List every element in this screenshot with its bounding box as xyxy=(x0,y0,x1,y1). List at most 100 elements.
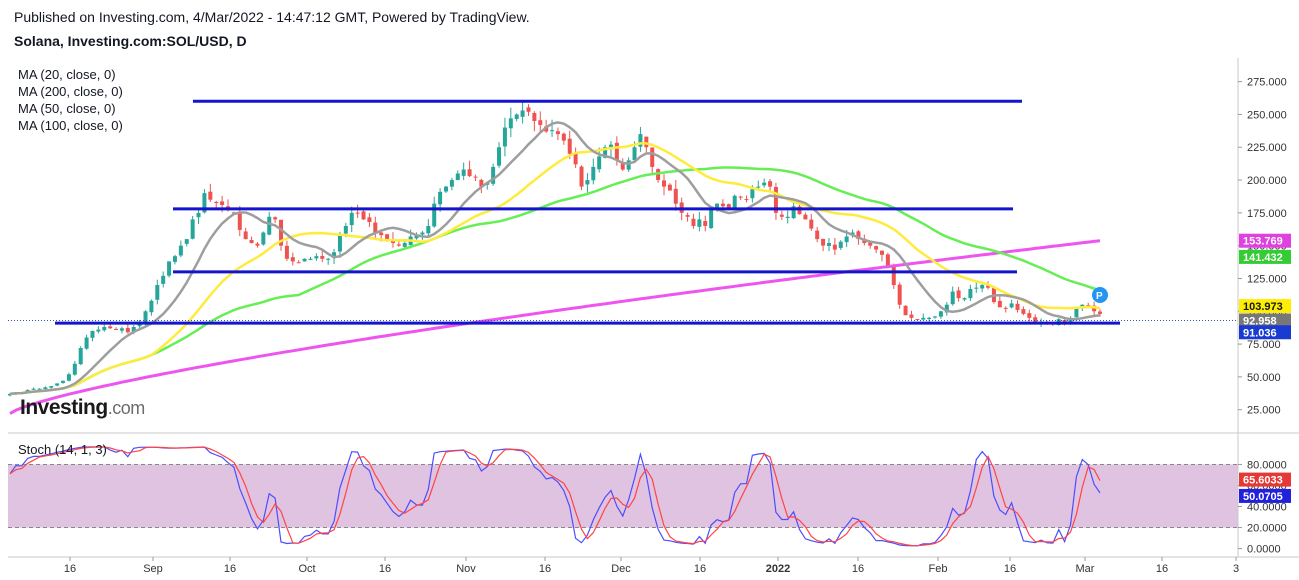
candle-up xyxy=(332,252,337,259)
candle-down xyxy=(1033,317,1038,322)
price-label-bg xyxy=(1239,313,1291,328)
candle-down xyxy=(1003,307,1008,309)
candle-down xyxy=(614,142,619,161)
candle-down xyxy=(832,244,837,250)
time-tick-label: 16 xyxy=(64,563,76,575)
candle-up xyxy=(638,134,643,147)
candle-up xyxy=(337,235,342,252)
candle-down xyxy=(885,254,890,267)
candle-down xyxy=(114,328,119,330)
candle-down xyxy=(656,169,661,181)
ma-legend-item[interactable]: MA (20, close, 0) xyxy=(18,67,116,82)
ma-legend-item[interactable]: MA (50, close, 0) xyxy=(18,101,116,116)
candle-up xyxy=(980,285,985,289)
price-label: 92.958 xyxy=(1243,316,1277,328)
time-tick-label: 2022 xyxy=(766,563,790,575)
time-tick-label: 16 xyxy=(694,563,706,575)
ma-legend-item[interactable]: MA (100, close, 0) xyxy=(18,118,123,133)
candle-down xyxy=(685,215,690,217)
candle-down xyxy=(208,191,213,200)
candle-up xyxy=(933,316,938,318)
time-tick-label: Mar xyxy=(1076,563,1095,575)
candle-up xyxy=(520,110,525,117)
stoch-legend[interactable]: Stoch (14, 1, 3) xyxy=(18,442,107,457)
price-tick-label: 125.000 xyxy=(1247,273,1287,285)
stoch-label-bg xyxy=(1239,472,1291,487)
candle-up xyxy=(715,203,720,210)
candle-down xyxy=(296,262,301,264)
candle-up xyxy=(308,258,313,260)
candle-up xyxy=(66,374,71,381)
candle-down xyxy=(703,221,708,226)
candle-down xyxy=(956,290,961,299)
candle-down xyxy=(768,181,773,187)
price-tick-label: 25.000 xyxy=(1247,405,1281,417)
candle-down xyxy=(237,212,242,230)
candle-down xyxy=(555,131,560,135)
candle-down xyxy=(355,212,360,214)
candle-down xyxy=(915,319,920,321)
candle-up xyxy=(267,216,272,235)
time-tick-label: 16 xyxy=(224,563,236,575)
price-label: 141.432 xyxy=(1243,252,1283,264)
candle-up xyxy=(302,258,307,262)
candle-down xyxy=(367,217,372,223)
logo-suffix: .com xyxy=(107,398,146,418)
candle-down xyxy=(903,305,908,316)
time-tick-label: 3 xyxy=(1233,563,1239,575)
candle-down xyxy=(815,230,820,240)
candle-down xyxy=(1098,311,1102,314)
candle-up xyxy=(791,206,796,219)
candle-down xyxy=(673,188,678,204)
candle-up xyxy=(190,219,195,239)
ma-legend-item[interactable]: MA (200, close, 0) xyxy=(18,84,123,99)
ma-legend: MA (20, close, 0) MA (200, close, 0) MA … xyxy=(18,66,123,134)
candle-up xyxy=(974,287,979,289)
candle-down xyxy=(662,180,666,187)
candle-up xyxy=(326,258,331,260)
candle-down xyxy=(385,234,390,240)
candle-up xyxy=(449,180,454,187)
price-tick-label: 225.000 xyxy=(1247,142,1287,154)
candle-down xyxy=(284,245,289,259)
candle-up xyxy=(550,130,555,132)
candle-up xyxy=(927,317,932,320)
price-tick-label: 50.000 xyxy=(1247,372,1281,384)
candle-up xyxy=(149,300,154,313)
candle-up xyxy=(514,114,519,119)
candle-up xyxy=(732,195,737,210)
candle-up xyxy=(597,156,602,170)
candle-up xyxy=(497,147,502,166)
candle-up xyxy=(31,388,36,390)
candle-down xyxy=(467,169,472,177)
candle-up xyxy=(608,144,613,149)
time-tick-label: 16 xyxy=(1004,563,1016,575)
candle-down xyxy=(532,112,537,121)
candle-up xyxy=(131,327,136,333)
candle-up xyxy=(343,225,348,234)
candle-down xyxy=(249,239,254,244)
candle-up xyxy=(96,329,101,332)
p-badge-label: P xyxy=(1096,291,1103,302)
price-tick-label: 175.000 xyxy=(1247,208,1287,220)
candle-up xyxy=(426,225,431,234)
candle-down xyxy=(125,327,130,333)
candle-up xyxy=(697,219,702,227)
candle-up xyxy=(102,327,107,331)
candle-down xyxy=(891,265,896,286)
price-tick-label: 275.000 xyxy=(1247,77,1287,89)
price-pane: P xyxy=(8,99,1238,415)
candle-down xyxy=(720,203,725,207)
time-tick-label: Oct xyxy=(298,563,315,575)
stoch-band xyxy=(8,464,1238,528)
candle-up xyxy=(838,241,843,248)
candle-up xyxy=(750,189,755,199)
candle-down xyxy=(373,222,378,233)
candle-down xyxy=(538,120,543,125)
price-label: 153.769 xyxy=(1243,236,1283,248)
candle-up xyxy=(591,166,596,181)
candle-down xyxy=(361,211,366,220)
candle-up xyxy=(508,118,513,129)
stochastic-pane xyxy=(8,446,1238,547)
